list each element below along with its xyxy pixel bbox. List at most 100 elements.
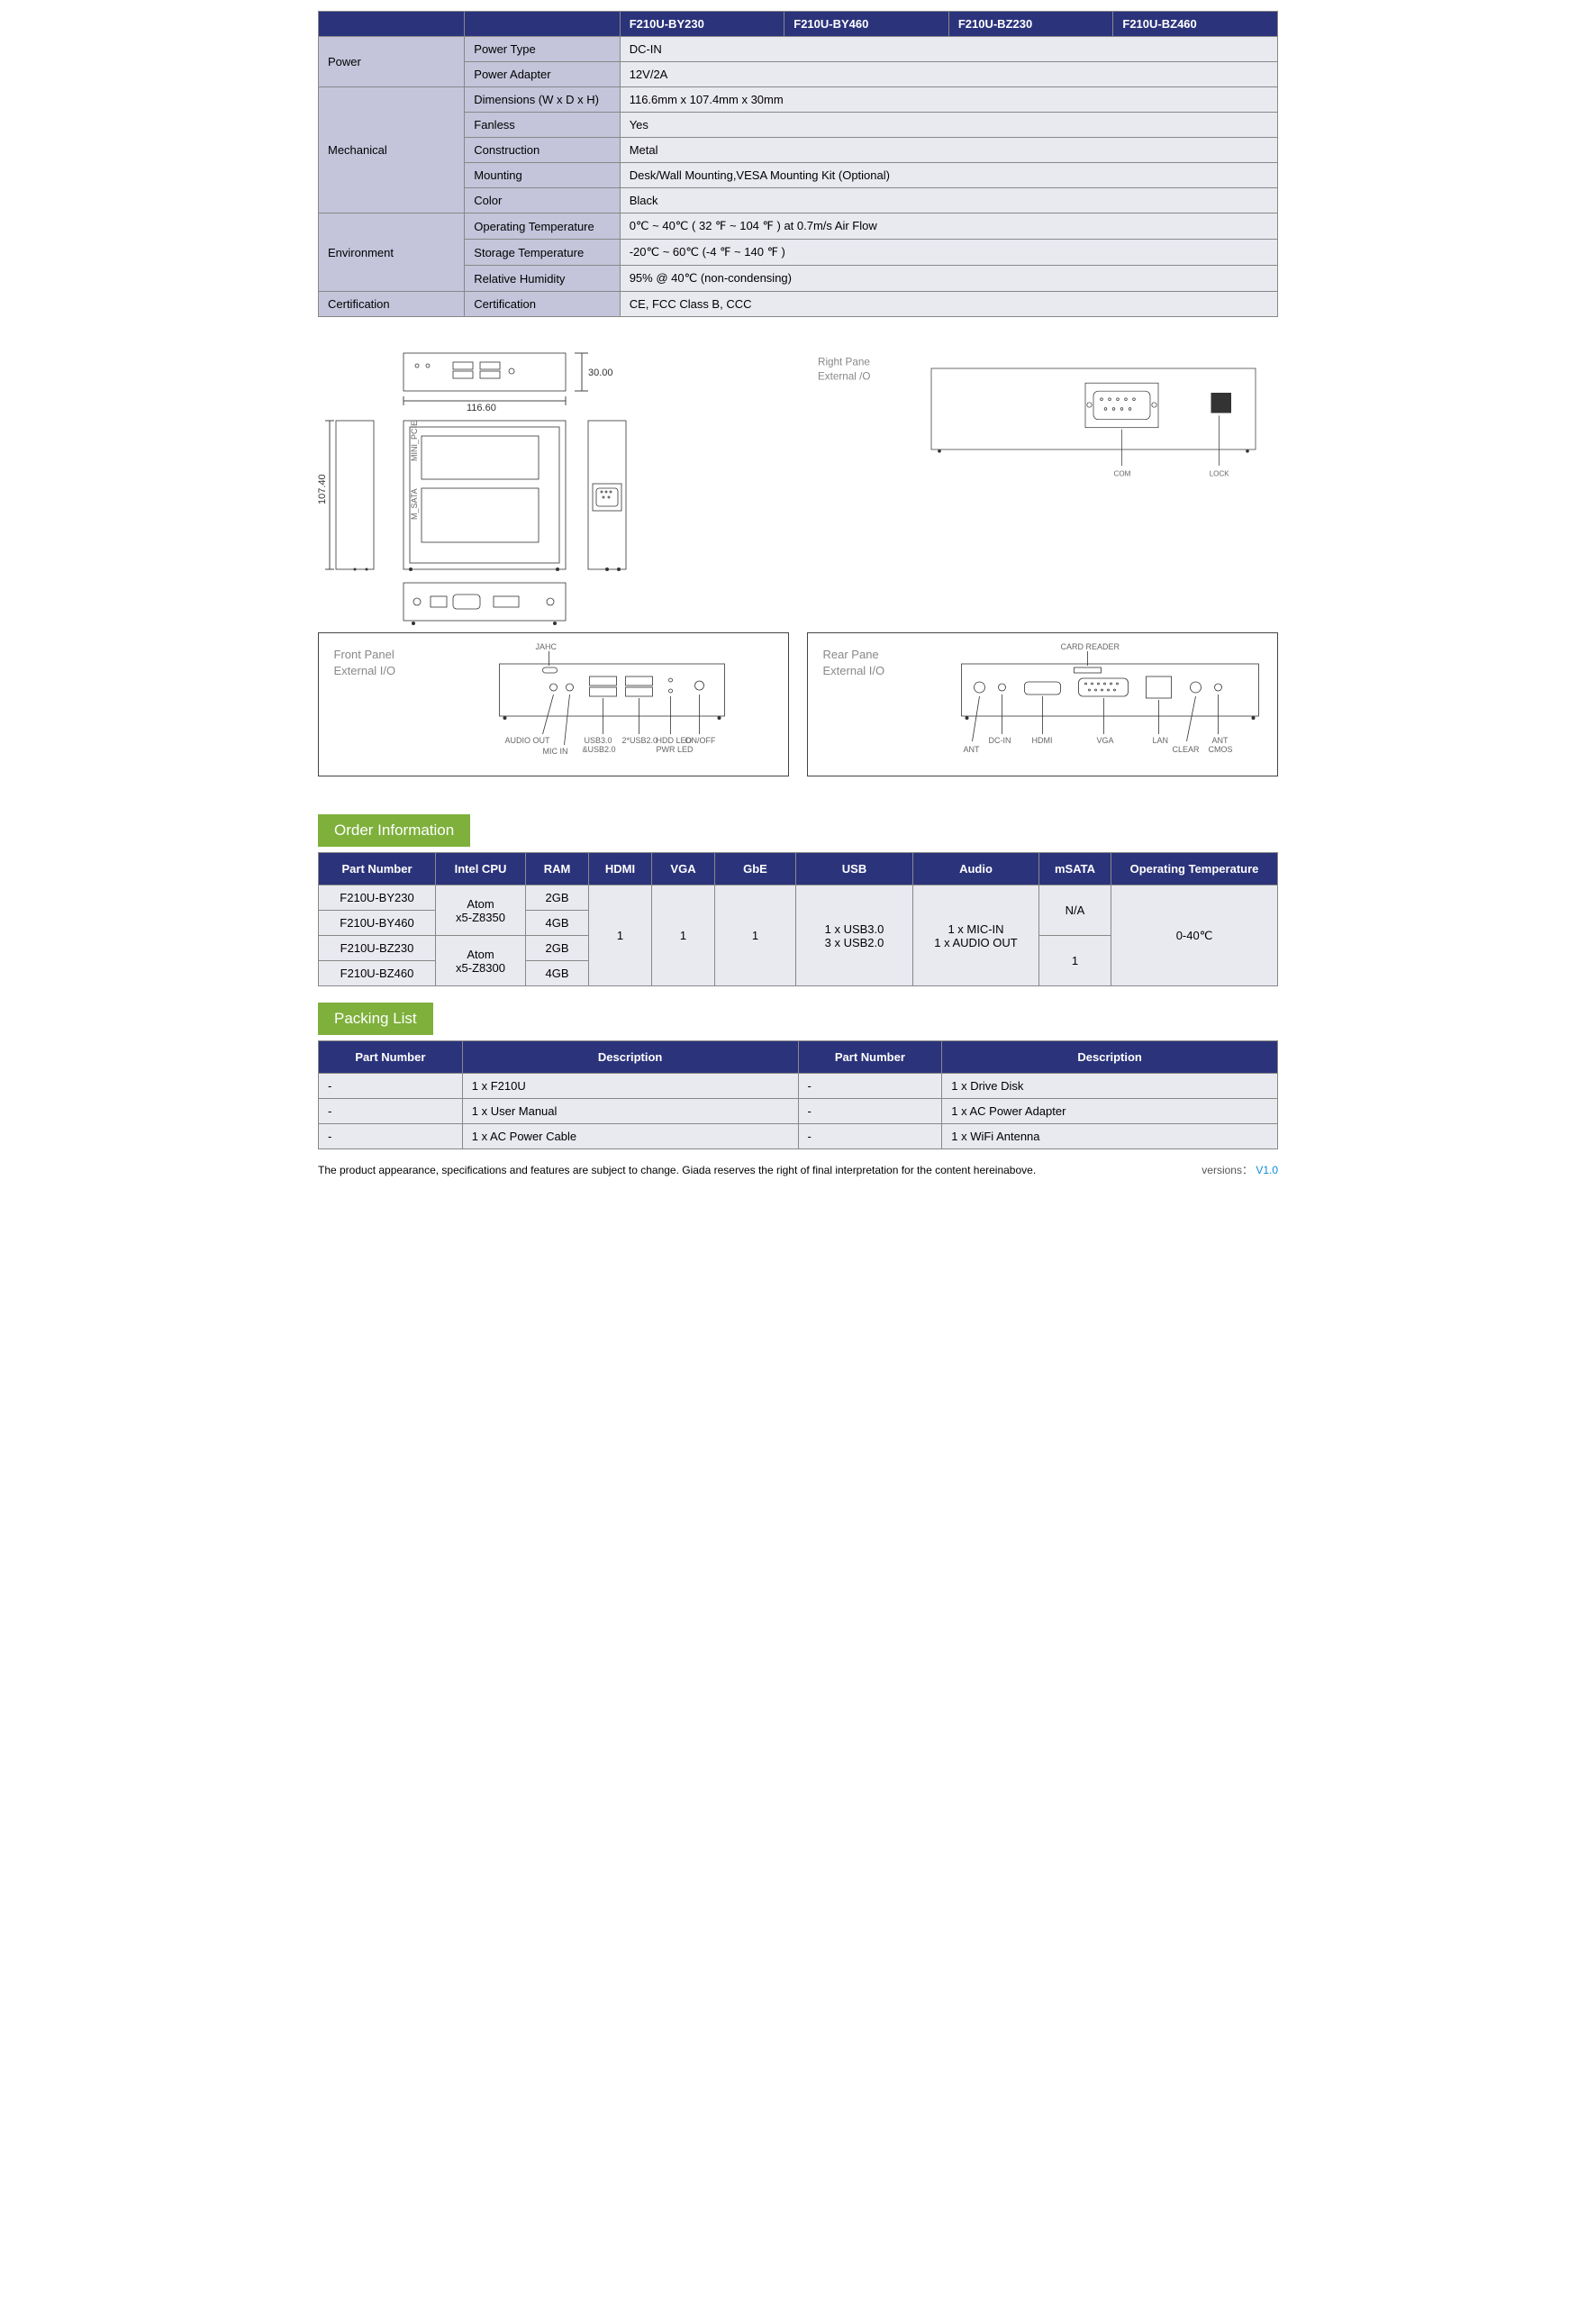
dim-width: 116.60 <box>467 403 496 413</box>
front-jahc: JAHC <box>536 642 558 651</box>
pack-col-3: Description <box>942 1041 1278 1074</box>
color-label: Color <box>465 188 620 213</box>
ord-col-optemp: Operating Temperature <box>1111 853 1278 885</box>
optemp-value: 0℃ ~ 40℃ ( 32 ℉ ~ 104 ℉ ) at 0.7m/s Air … <box>620 213 1277 240</box>
rear-lan: LAN <box>1153 736 1169 745</box>
footer: The product appearance, specifications a… <box>318 1162 1278 1177</box>
dim-height: 30.00 <box>588 368 613 378</box>
front-usb2b: 2*USB2.0 <box>622 736 658 745</box>
ord-col-part: Part Number <box>319 853 436 885</box>
order-info-heading: Order Information <box>318 814 470 847</box>
ord-ram-1: 4GB <box>526 911 589 936</box>
front-usb3: USB3.0 <box>585 736 612 745</box>
power-type-label: Power Type <box>465 37 620 62</box>
pack-r0-c1: 1 x F210U <box>462 1074 798 1099</box>
front-pwr-led: PWR LED <box>657 745 694 754</box>
disclaimer-text: The product appearance, specifications a… <box>318 1164 1036 1176</box>
ord-cpu-2: Atom x5-Z8300 <box>436 936 526 986</box>
diagrams-block: 30.00 116.60 107.40 MINI_PCIE M_SATA <box>318 344 1278 776</box>
fanless-value: Yes <box>620 113 1277 138</box>
orthographic-drawing: 30.00 116.60 107.40 MINI_PCIE M_SATA <box>318 344 768 632</box>
rear-panel-title-2: External I/O <box>823 664 885 677</box>
ord-cpu-1: Atom x5-Z8350 <box>436 885 526 936</box>
cat-environment: Environment <box>319 213 465 292</box>
rear-ant1: ANT <box>964 745 981 754</box>
ord-part-1: F210U-BY460 <box>319 911 436 936</box>
construction-label: Construction <box>465 138 620 163</box>
ord-ram-2: 2GB <box>526 936 589 961</box>
power-adapter-label: Power Adapter <box>465 62 620 87</box>
packing-heading: Packing List <box>318 1003 433 1035</box>
rear-panel-title-1: Rear Pane <box>823 648 879 661</box>
ord-ram-3: 4GB <box>526 961 589 986</box>
pack-r0-c0: - <box>319 1074 463 1099</box>
front-mic-in: MIC IN <box>543 747 568 756</box>
power-type-value: DC-IN <box>620 37 1277 62</box>
rear-clear: CLEAR <box>1173 745 1201 754</box>
power-adapter-value: 12V/2A <box>620 62 1277 87</box>
ord-part-2: F210U-BZ230 <box>319 936 436 961</box>
fanless-label: Fanless <box>465 113 620 138</box>
front-panel-title-1: Front Panel <box>334 648 394 661</box>
pack-col-2: Part Number <box>798 1041 942 1074</box>
pack-col-0: Part Number <box>319 1041 463 1074</box>
optemp-label: Operating Temperature <box>465 213 620 240</box>
ord-vga: 1 <box>652 885 715 986</box>
construction-value: Metal <box>620 138 1277 163</box>
pack-r0-c2: - <box>798 1074 942 1099</box>
pack-r1-c3: 1 x AC Power Adapter <box>942 1099 1278 1124</box>
ord-col-hdmi: HDMI <box>589 853 652 885</box>
ord-col-audio: Audio <box>913 853 1039 885</box>
cert-label: Certification <box>465 292 620 317</box>
pack-r1-c0: - <box>319 1099 463 1124</box>
dims-label: Dimensions (W x D x H) <box>465 87 620 113</box>
pack-r2-c0: - <box>319 1124 463 1149</box>
version-label: versions： <box>1202 1164 1253 1176</box>
rear-dcin: DC-IN <box>989 736 1011 745</box>
rear-vga: VGA <box>1097 736 1114 745</box>
color-value: Black <box>620 188 1277 213</box>
slot-msata: M_SATA <box>410 488 419 520</box>
ord-col-cpu: Intel CPU <box>436 853 526 885</box>
ord-optemp: 0-40℃ <box>1111 885 1278 986</box>
rear-panel-diagram: Rear Pane External I/O CARD READER <box>808 633 1277 777</box>
ord-audio: 1 x MIC-IN 1 x AUDIO OUT <box>913 885 1039 986</box>
model-col-4: F210U-BZ460 <box>1113 12 1278 37</box>
mounting-value: Desk/Wall Mounting,VESA Mounting Kit (Op… <box>620 163 1277 188</box>
pack-r0-c3: 1 x Drive Disk <box>942 1074 1278 1099</box>
pack-r2-c2: - <box>798 1124 942 1149</box>
ord-ram-0: 2GB <box>526 885 589 911</box>
ord-msata-1: N/A <box>1039 885 1111 936</box>
right-panel-diagram: Right Pane External /O COM LOCK <box>795 344 1278 506</box>
ord-msata-2: 1 <box>1039 936 1111 986</box>
model-col-2: F210U-BY460 <box>784 12 949 37</box>
humidity-value: 95% @ 40℃ (non-condensing) <box>620 266 1277 292</box>
slot-minipcie: MINI_PCIE <box>410 421 419 461</box>
pack-col-1: Description <box>462 1041 798 1074</box>
right-panel-title-2: External /O <box>818 371 870 383</box>
cat-mechanical: Mechanical <box>319 87 465 213</box>
ord-usb: 1 x USB3.0 3 x USB2.0 <box>796 885 913 986</box>
front-audio-out: AUDIO OUT <box>505 736 551 745</box>
front-onoff: ON/OFF <box>685 736 716 745</box>
stortemp-label: Storage Temperature <box>465 240 620 266</box>
spec-header-empty-2 <box>465 12 620 37</box>
pack-r2-c3: 1 x WiFi Antenna <box>942 1124 1278 1149</box>
front-usb2a: &USB2.0 <box>583 745 616 754</box>
cert-value: CE, FCC Class B, CCC <box>620 292 1277 317</box>
ord-gbe: 1 <box>715 885 796 986</box>
right-panel-title-1: Right Pane <box>818 356 870 368</box>
ord-part-0: F210U-BY230 <box>319 885 436 911</box>
rear-cmos: CMOS <box>1209 745 1233 754</box>
order-info-table: Part Number Intel CPU RAM HDMI VGA GbE U… <box>318 852 1278 986</box>
stortemp-value: -20℃ ~ 60℃ (-4 ℉ ~ 140 ℉ ) <box>620 240 1277 266</box>
cat-cert: Certification <box>319 292 465 317</box>
ord-col-ram: RAM <box>526 853 589 885</box>
rear-ant2: ANT <box>1212 736 1229 745</box>
ord-col-vga: VGA <box>652 853 715 885</box>
humidity-label: Relative Humidity <box>465 266 620 292</box>
ord-col-gbe: GbE <box>715 853 796 885</box>
mounting-label: Mounting <box>465 163 620 188</box>
dims-value: 116.6mm x 107.4mm x 30mm <box>620 87 1277 113</box>
ord-part-3: F210U-BZ460 <box>319 961 436 986</box>
